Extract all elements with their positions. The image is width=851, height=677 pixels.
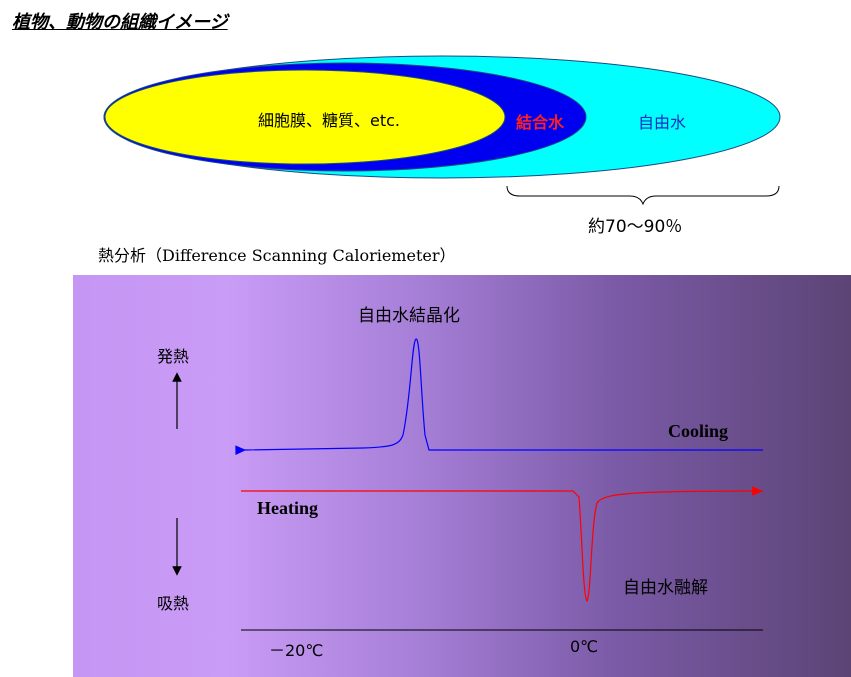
tick-zero: 0℃ xyxy=(570,637,599,656)
endo-label: 吸熱 xyxy=(157,594,190,613)
free-water-label: 自由水 xyxy=(638,113,687,132)
tick-minus20: －20℃ xyxy=(269,641,324,660)
cooling-curve xyxy=(235,338,763,455)
inner-ellipse xyxy=(104,69,506,165)
fraction-label: 約70～90％ xyxy=(588,217,683,237)
cooling-label: Cooling xyxy=(668,421,729,441)
heating-label: Heating xyxy=(257,498,318,518)
exo-label: 発熱 xyxy=(157,347,190,366)
inner-label: 細胞膜、糖質、etc. xyxy=(258,111,401,130)
peak-label: 自由水結晶化 xyxy=(358,306,460,326)
page-title: 植物、動物の組織イメージ xyxy=(12,12,228,33)
bound-water-label: 結合水 xyxy=(516,113,565,132)
dip-label: 自由水融解 xyxy=(623,578,708,598)
dsc-curves xyxy=(172,338,764,631)
dsc-panel: 自由水結晶化 発熱 吸熱 Cooling Heating 自由水融解 －20℃ … xyxy=(73,275,851,677)
dsc-title: 熱分析（Difference Scanning Caloriemeter） xyxy=(98,246,456,265)
heating-curve xyxy=(241,486,764,603)
fraction-brace xyxy=(506,185,780,206)
